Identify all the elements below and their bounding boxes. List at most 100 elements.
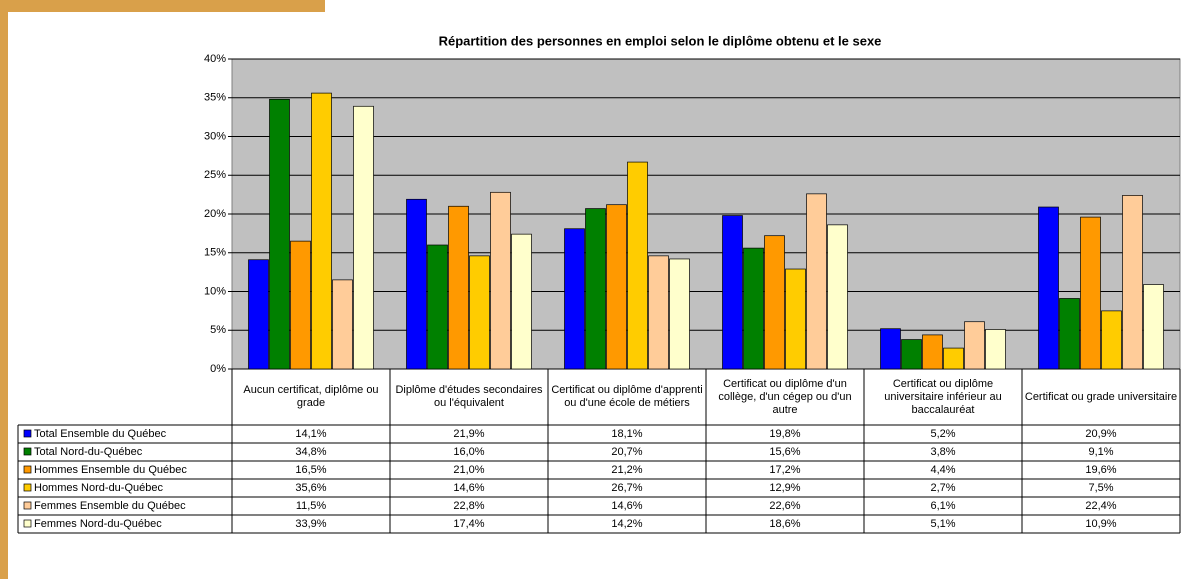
bar: [332, 279, 353, 370]
data-label: 18,6%: [769, 517, 801, 530]
data-label: 12,9%: [769, 481, 801, 494]
data-label: 21,2%: [611, 463, 643, 476]
data-label: 21,0%: [453, 463, 485, 476]
legend-label: Total Ensemble du Québec: [34, 427, 167, 440]
data-label: 33,9%: [295, 517, 327, 530]
data-label: 14,6%: [453, 481, 485, 494]
x-tick-label: Certificat ou diplôme d'apprenti ou d'un…: [551, 384, 703, 409]
data-label: 19,6%: [1085, 463, 1117, 476]
bar: [448, 205, 469, 370]
legend-label: Hommes Ensemble du Québec: [34, 463, 187, 476]
bar: [722, 215, 743, 370]
x-tick-label: Certificat ou diplôme universitaire infé…: [884, 377, 1002, 416]
legend-key: [23, 501, 32, 510]
y-tick-label: 0%: [210, 363, 226, 375]
bar: [1101, 310, 1122, 370]
data-label: 22,4%: [1085, 499, 1117, 512]
bar: [427, 244, 448, 370]
legend-key: [23, 483, 32, 492]
bar: [743, 247, 764, 370]
bar: [669, 258, 690, 370]
bar: [764, 235, 785, 370]
bar: [827, 224, 848, 370]
legend-label: Femmes Nord-du-Québec: [34, 517, 162, 530]
y-tick-label: 30%: [204, 130, 226, 142]
x-tick-label: Certificat ou diplôme d'un collège, d'un…: [718, 377, 852, 416]
data-label: 5,2%: [930, 427, 956, 440]
data-label: 22,6%: [769, 499, 801, 512]
data-label: 19,8%: [769, 427, 801, 440]
y-tick-label: 35%: [204, 92, 226, 104]
frame-top: [0, 0, 325, 12]
bar: [564, 228, 585, 370]
x-tick-label: Certificat ou grade universitaire: [1024, 390, 1178, 403]
bar: [606, 204, 627, 370]
data-label: 21,9%: [453, 427, 485, 440]
data-label: 34,8%: [295, 445, 327, 458]
y-tick-label: 15%: [204, 247, 226, 259]
bar: [1143, 284, 1164, 370]
legend-key: [23, 429, 32, 438]
bar: [1059, 298, 1080, 370]
legend-label: Total Nord-du-Québec: [34, 445, 143, 458]
bar: [1038, 206, 1059, 370]
bar: [290, 240, 311, 370]
bar: [922, 334, 943, 370]
data-label: 5,1%: [930, 517, 956, 530]
x-tick-label: Diplôme d'études secondaires ou l'équiva…: [395, 384, 543, 409]
frame-left: [0, 0, 8, 579]
y-tick-label: 40%: [204, 53, 226, 65]
data-label: 26,7%: [611, 481, 643, 494]
bar: [248, 259, 269, 370]
bar: [469, 255, 490, 370]
bar: [806, 193, 827, 370]
y-tick-label: 25%: [204, 169, 226, 181]
y-tick-label: 20%: [204, 208, 226, 220]
data-label: 20,9%: [1085, 427, 1117, 440]
data-label: 6,1%: [930, 499, 956, 512]
legend-key: [23, 465, 32, 474]
data-label: 14,1%: [295, 427, 327, 440]
bar: [627, 161, 648, 370]
data-label: 14,6%: [611, 499, 643, 512]
legend-key: [23, 447, 32, 456]
legend-label: Hommes Nord-du-Québec: [34, 481, 163, 494]
x-tick-label: Aucun certificat, diplôme ou grade: [243, 384, 379, 409]
bar: [985, 329, 1006, 370]
legend-key: [23, 519, 32, 528]
bar: [648, 255, 669, 370]
bar: [269, 98, 290, 370]
bar: [311, 92, 332, 370]
data-label: 17,4%: [453, 517, 485, 530]
data-label: 18,1%: [611, 427, 643, 440]
data-label: 17,2%: [769, 463, 801, 476]
data-label: 3,8%: [930, 445, 956, 458]
bar: [785, 268, 806, 370]
data-label: 15,6%: [769, 445, 801, 458]
data-label: 22,8%: [453, 499, 485, 512]
data-label: 14,2%: [611, 517, 643, 530]
bar: [511, 233, 532, 370]
data-label: 9,1%: [1088, 445, 1114, 458]
data-label: 7,5%: [1088, 481, 1114, 494]
data-label: 16,0%: [453, 445, 485, 458]
y-tick-label: 5%: [210, 324, 226, 336]
bar: [1080, 216, 1101, 370]
data-label: 11,5%: [295, 499, 327, 512]
bar: [964, 321, 985, 370]
bar: [585, 208, 606, 370]
data-label: 35,6%: [295, 481, 327, 494]
data-label: 2,7%: [930, 481, 956, 494]
bar: [901, 339, 922, 370]
y-tick-label: 10%: [204, 285, 226, 297]
data-label: 16,5%: [295, 463, 327, 476]
bar: [353, 105, 374, 370]
chart-title: Répartition des personnes en emploi selo…: [439, 33, 882, 48]
bar: [880, 328, 901, 370]
legend-label: Femmes Ensemble du Québec: [34, 499, 186, 512]
data-label: 20,7%: [611, 445, 643, 458]
bar: [943, 347, 964, 370]
bar: [406, 198, 427, 370]
bar: [490, 191, 511, 370]
